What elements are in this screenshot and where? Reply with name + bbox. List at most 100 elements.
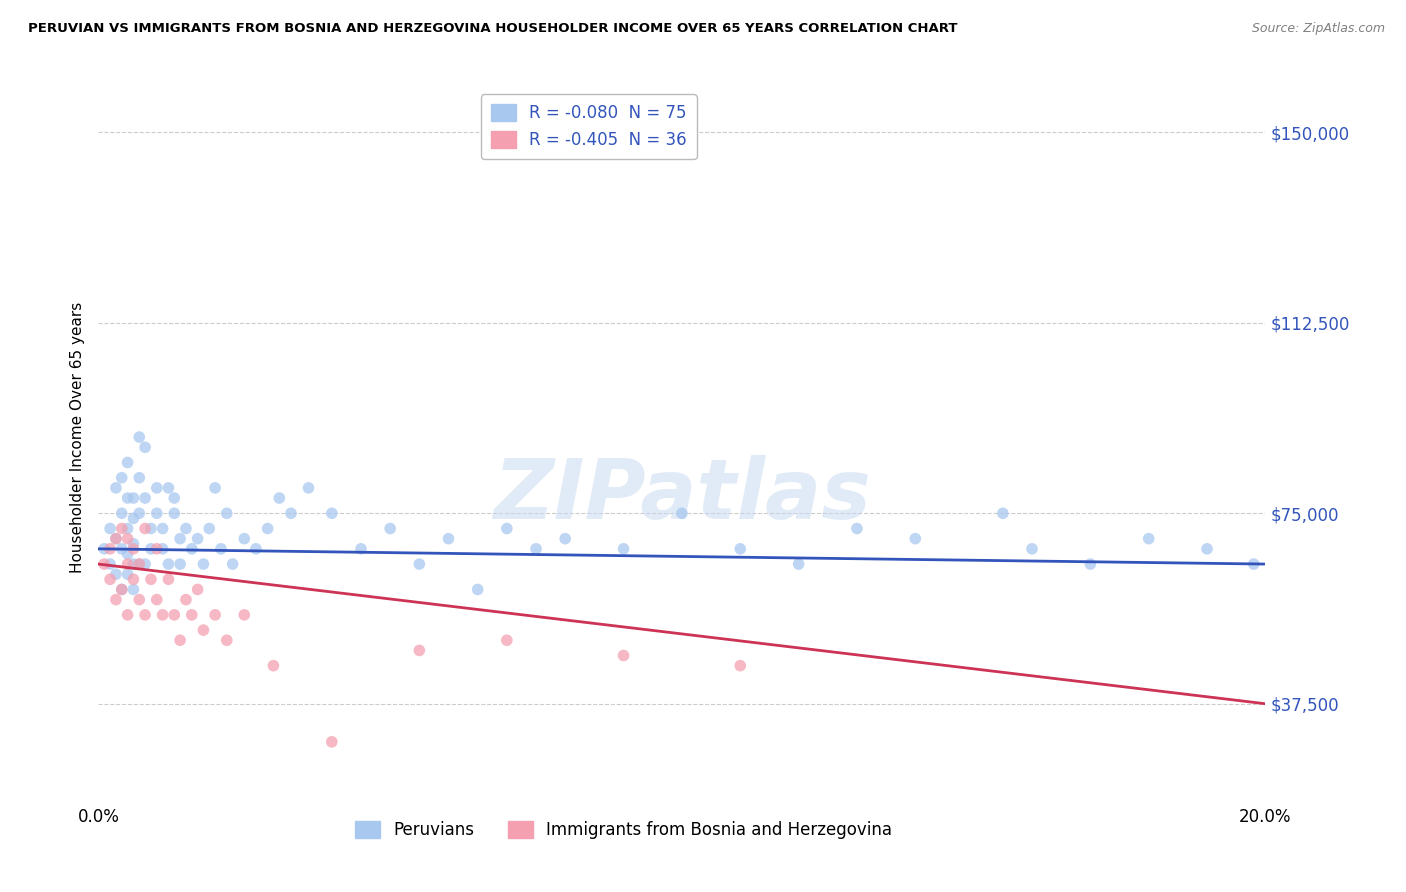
Point bbox=[730, 541, 752, 556]
Point bbox=[93, 557, 115, 571]
Point bbox=[122, 511, 145, 525]
Point bbox=[152, 541, 174, 556]
Point bbox=[174, 592, 197, 607]
Point bbox=[187, 582, 209, 597]
Text: Source: ZipAtlas.com: Source: ZipAtlas.com bbox=[1251, 22, 1385, 36]
Point bbox=[134, 521, 156, 535]
Point bbox=[146, 481, 169, 495]
Point bbox=[256, 521, 278, 535]
Point bbox=[139, 541, 162, 556]
Point bbox=[193, 623, 215, 637]
Point bbox=[139, 572, 162, 586]
Point bbox=[117, 557, 139, 571]
Point bbox=[1243, 557, 1265, 571]
Point bbox=[1080, 557, 1102, 571]
Point bbox=[245, 541, 267, 556]
Point bbox=[117, 521, 139, 535]
Point bbox=[128, 506, 150, 520]
Point bbox=[152, 607, 174, 622]
Point bbox=[111, 506, 134, 520]
Point bbox=[554, 532, 576, 546]
Point bbox=[98, 521, 121, 535]
Point bbox=[174, 521, 197, 535]
Point bbox=[380, 521, 402, 535]
Point bbox=[221, 557, 243, 571]
Point bbox=[104, 592, 127, 607]
Y-axis label: Householder Income Over 65 years: Householder Income Over 65 years bbox=[69, 301, 84, 573]
Point bbox=[671, 506, 693, 520]
Point bbox=[104, 532, 127, 546]
Text: PERUVIAN VS IMMIGRANTS FROM BOSNIA AND HERZEGOVINA HOUSEHOLDER INCOME OVER 65 YE: PERUVIAN VS IMMIGRANTS FROM BOSNIA AND H… bbox=[28, 22, 957, 36]
Point bbox=[262, 658, 284, 673]
Point bbox=[122, 537, 145, 551]
Point bbox=[98, 541, 121, 556]
Point bbox=[408, 557, 430, 571]
Point bbox=[163, 506, 186, 520]
Point bbox=[321, 735, 343, 749]
Point bbox=[169, 532, 191, 546]
Point bbox=[524, 541, 547, 556]
Point bbox=[146, 592, 169, 607]
Point bbox=[1137, 532, 1160, 546]
Point bbox=[846, 521, 869, 535]
Point bbox=[128, 471, 150, 485]
Point bbox=[1195, 541, 1218, 556]
Point bbox=[496, 521, 519, 535]
Point bbox=[117, 547, 139, 561]
Point bbox=[204, 481, 226, 495]
Point bbox=[117, 455, 139, 469]
Point bbox=[157, 481, 180, 495]
Point bbox=[180, 607, 202, 622]
Point bbox=[612, 648, 634, 663]
Point bbox=[180, 541, 202, 556]
Point bbox=[98, 572, 121, 586]
Point bbox=[198, 521, 221, 535]
Point bbox=[157, 572, 180, 586]
Point bbox=[146, 541, 169, 556]
Point bbox=[122, 582, 145, 597]
Point bbox=[134, 491, 156, 505]
Point bbox=[93, 541, 115, 556]
Point bbox=[122, 541, 145, 556]
Point bbox=[215, 506, 238, 520]
Point bbox=[163, 491, 186, 505]
Point bbox=[104, 481, 127, 495]
Point bbox=[280, 506, 302, 520]
Point bbox=[408, 643, 430, 657]
Point bbox=[1021, 541, 1043, 556]
Point bbox=[233, 607, 256, 622]
Point bbox=[787, 557, 810, 571]
Point bbox=[146, 506, 169, 520]
Point bbox=[169, 633, 191, 648]
Point bbox=[111, 582, 134, 597]
Point bbox=[98, 557, 121, 571]
Point bbox=[104, 567, 127, 582]
Point bbox=[187, 532, 209, 546]
Point bbox=[122, 557, 145, 571]
Point bbox=[117, 532, 139, 546]
Point bbox=[122, 491, 145, 505]
Point bbox=[104, 532, 127, 546]
Point bbox=[111, 582, 134, 597]
Point bbox=[163, 607, 186, 622]
Point bbox=[111, 471, 134, 485]
Point bbox=[111, 541, 134, 556]
Point bbox=[730, 658, 752, 673]
Point bbox=[134, 557, 156, 571]
Point bbox=[991, 506, 1014, 520]
Point bbox=[134, 607, 156, 622]
Point bbox=[122, 572, 145, 586]
Point bbox=[111, 521, 134, 535]
Point bbox=[128, 592, 150, 607]
Point bbox=[467, 582, 489, 597]
Point bbox=[139, 521, 162, 535]
Point bbox=[350, 541, 373, 556]
Legend: Peruvians, Immigrants from Bosnia and Herzegovina: Peruvians, Immigrants from Bosnia and He… bbox=[349, 814, 898, 846]
Point bbox=[209, 541, 232, 556]
Point bbox=[128, 557, 150, 571]
Point bbox=[128, 430, 150, 444]
Point bbox=[321, 506, 343, 520]
Point bbox=[204, 607, 226, 622]
Point bbox=[612, 541, 634, 556]
Point bbox=[117, 607, 139, 622]
